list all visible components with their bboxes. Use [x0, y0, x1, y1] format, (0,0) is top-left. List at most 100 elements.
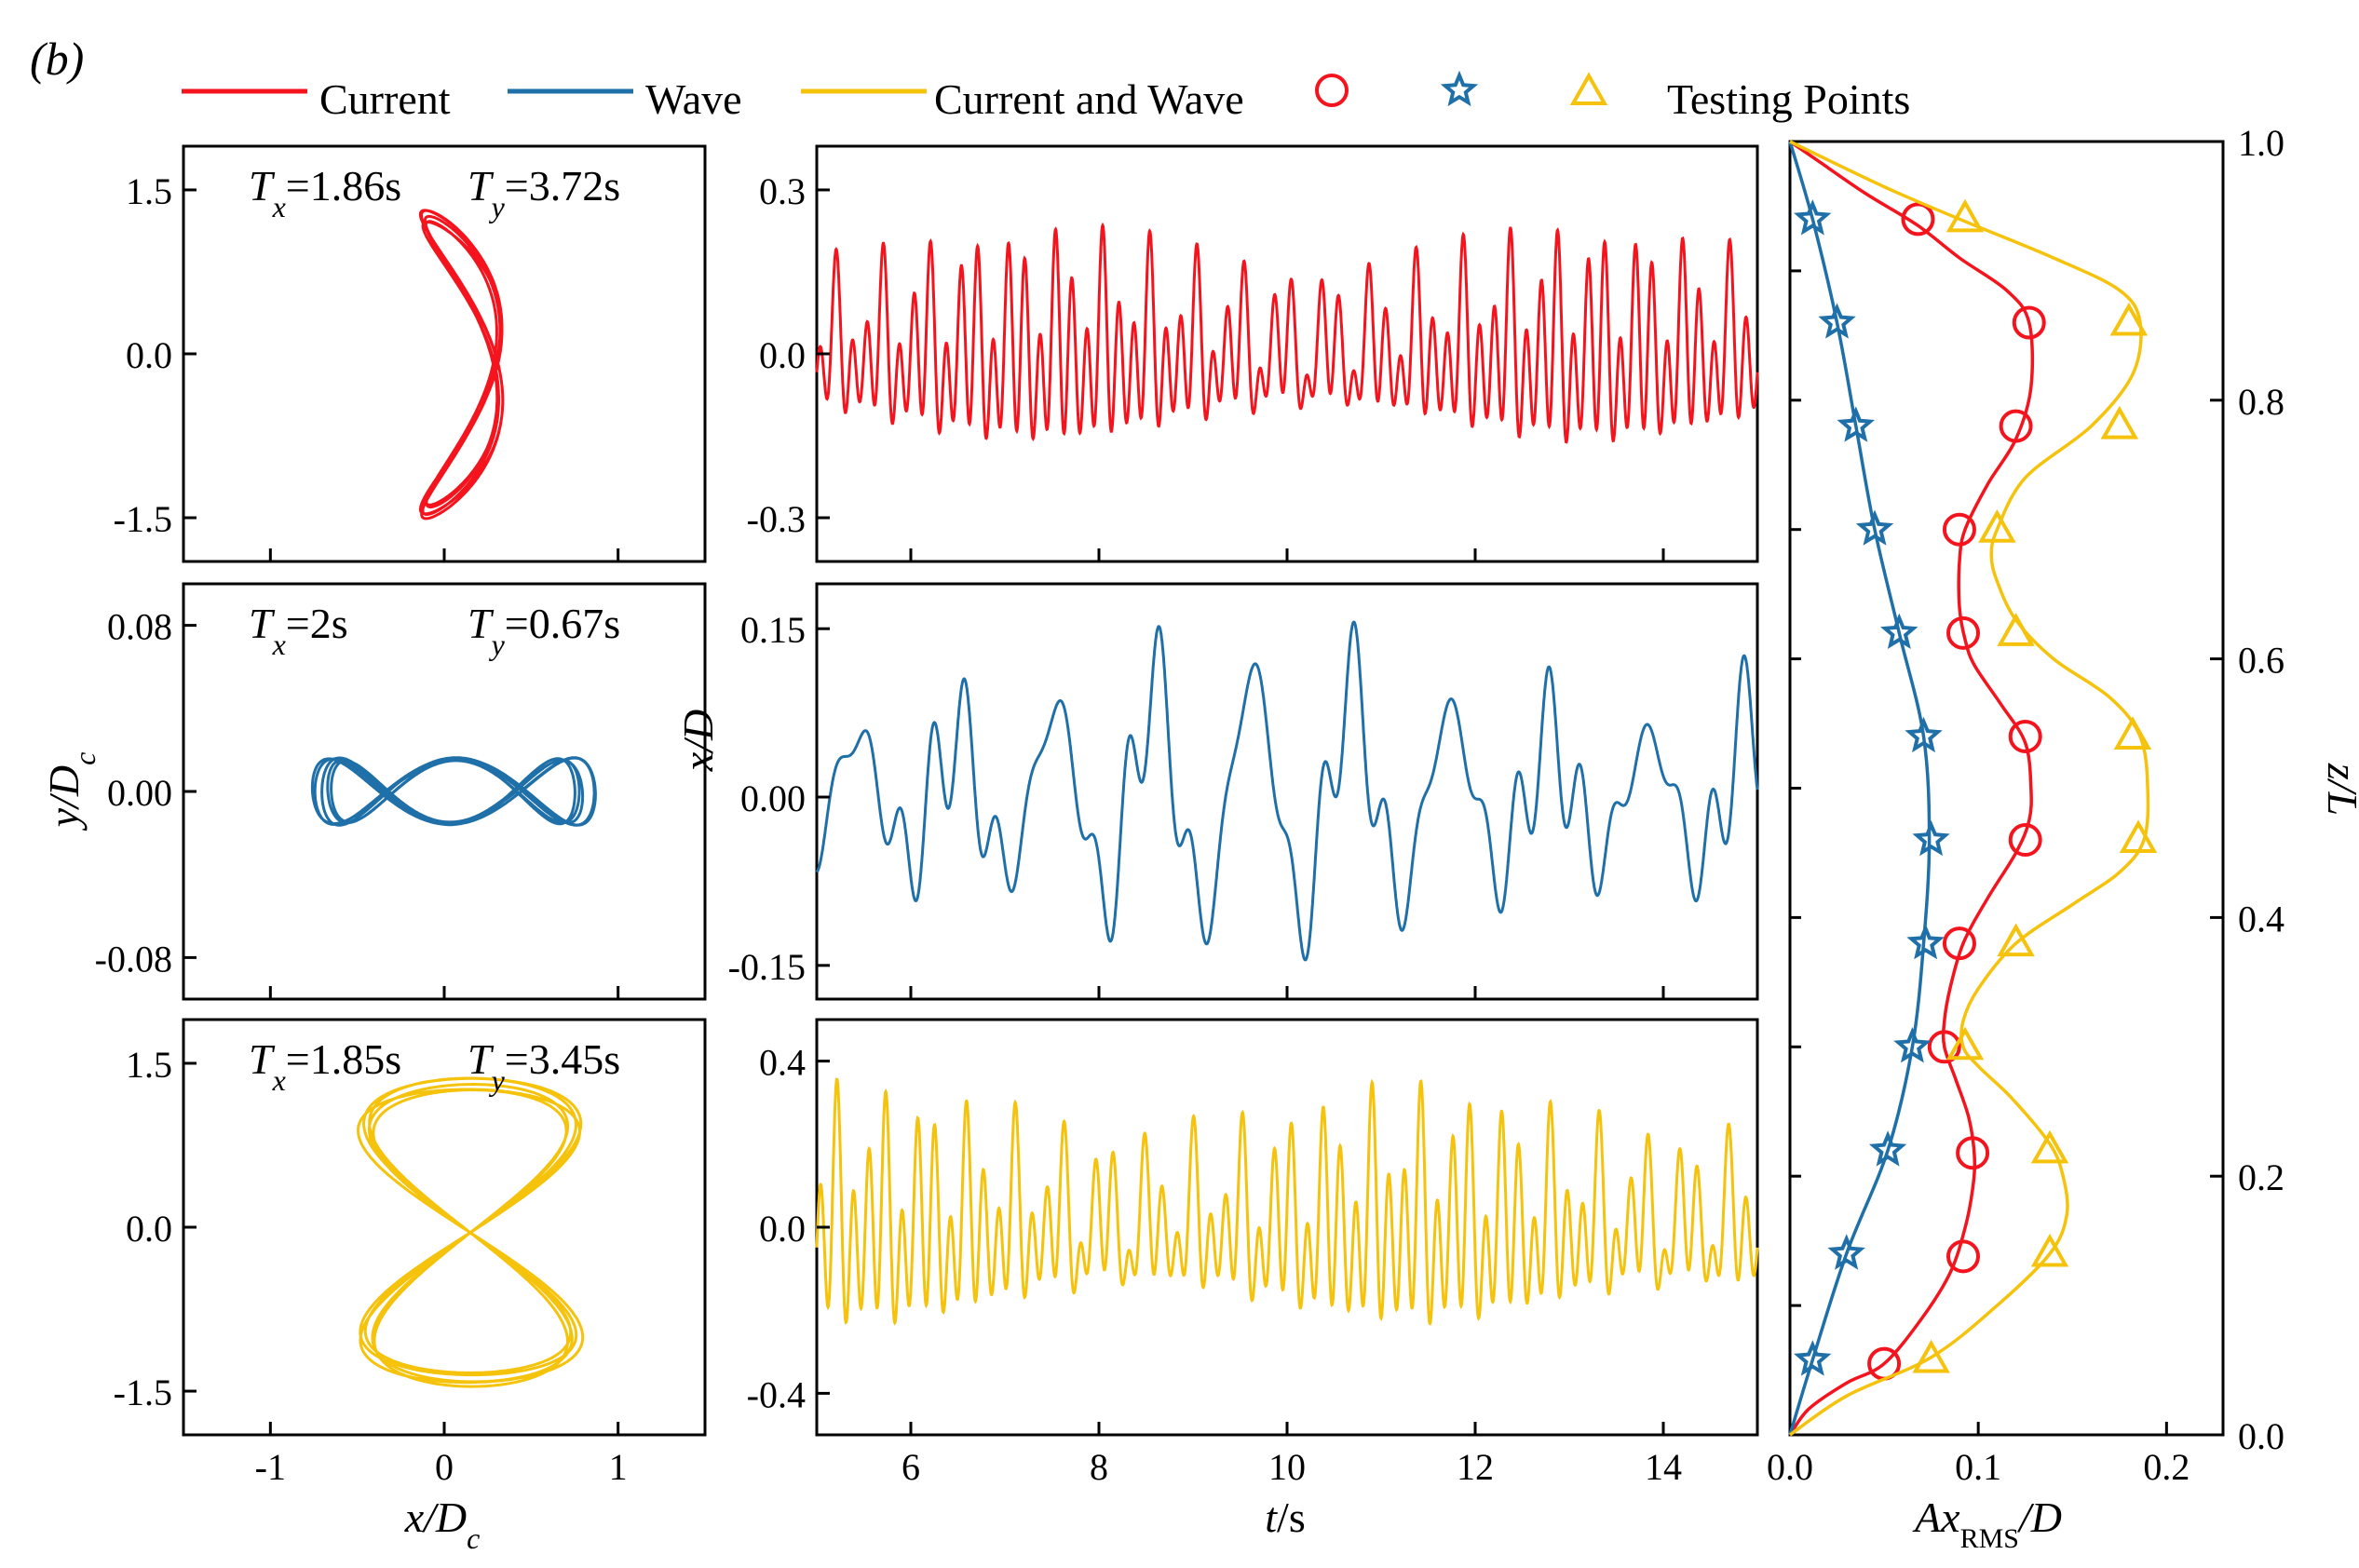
profile-xtick-label: 0.1 [1955, 1446, 2001, 1488]
profile-point-triangle [2113, 716, 2152, 750]
profile-frame [1788, 140, 2225, 1437]
profile-ytick-label: 0.0 [2238, 1415, 2284, 1457]
profile-xtick-label: 0.0 [1767, 1446, 1813, 1488]
time-xtick-label: 10 [1268, 1446, 1306, 1488]
profile-point-circle [2008, 719, 2042, 753]
profile-point-star [1827, 1234, 1865, 1270]
profile-xlabel: AxRMS/D [1912, 1494, 2062, 1554]
time-xtick-label: 6 [902, 1446, 920, 1488]
legend-label-wave: Wave [645, 75, 742, 123]
orbit-period-y: Ty=3.45s [468, 1035, 620, 1097]
rms-profile-panel: 0.0 0.2 0.4 0.6 0.8 1.0 0.0 0.1 0.2 [1767, 122, 2284, 1488]
orbit-period-y: Ty=3.72s [468, 162, 620, 223]
time-series-line [815, 222, 1759, 444]
profile-point-star [1893, 1027, 1932, 1063]
legend-label-testing-points: Testing Points [1667, 75, 1910, 123]
profile-ylabel: z/L [2319, 763, 2359, 816]
profile-series-1 [1788, 141, 1950, 1436]
legend-marker-triangle [1569, 72, 1608, 105]
time-series-line [815, 1077, 1759, 1326]
time-history-panels: 0.3 0.0 -0.3 0.15 0.00 -0.15 0.4 0.0 -0.4 6 8 10 12 1… [728, 144, 1759, 1488]
time-xlabel: t/s [1265, 1494, 1305, 1541]
time-ytick-label: 0.0 [759, 334, 806, 376]
time-xtick-label: 8 [1090, 1446, 1108, 1488]
profile-point-star [1905, 716, 1943, 753]
orbit-period-x: Tx=1.85s [249, 1035, 401, 1097]
orbit-ytick-label: -0.08 [95, 938, 172, 980]
time-xtick-label: 12 [1457, 1446, 1494, 1488]
profile-point-triangle [2030, 1233, 2069, 1267]
profile-ytick-label: 0.2 [2238, 1156, 2284, 1198]
orbit-xtick-label: -1 [255, 1446, 286, 1488]
profile-point-star [1837, 406, 1875, 442]
profile-ytick-label: 0.8 [2238, 381, 2284, 423]
orbit-period-x: Tx=1.86s [249, 162, 401, 223]
profile-ytick-label: 1.0 [2238, 122, 2284, 164]
profile-point-star [1912, 819, 1950, 857]
orbit-ytick-label: -1.5 [114, 1372, 172, 1413]
orbit-panel-current: 1.5 0.0 -1.5 Tx=1.86s Ty=3.72s [114, 144, 707, 563]
orbit-trajectory [310, 756, 597, 827]
orbit-ytick-label: 0.0 [126, 1208, 172, 1250]
orbit-ytick-label: 1.5 [126, 170, 172, 212]
orbit-trajectory [356, 1076, 585, 1388]
time-series-line [815, 620, 1759, 962]
profile-point-star [1794, 1340, 1832, 1376]
legend-label-current: Current [319, 75, 451, 123]
profile-ytick-label: 0.6 [2238, 640, 2284, 682]
profile-line [1788, 141, 1932, 1436]
time-ytick-label: 0.15 [740, 609, 806, 651]
profile-point-circle [1946, 615, 1980, 650]
orbit-trajectory [418, 209, 505, 520]
orbit-period-x: Tx=2s [249, 600, 348, 661]
profile-point-circle [1946, 1239, 1980, 1274]
profile-xtick-label: 0.2 [2143, 1446, 2190, 1488]
profile-line [1788, 140, 2035, 1437]
time-ylabel: x/D [674, 710, 722, 772]
profile-point-circle [1901, 202, 1935, 237]
legend-markers [1315, 70, 1608, 107]
orbit-panel-wave: 0.08 0.00 -0.08 Tx=2s Ty=0.67s [95, 582, 707, 1001]
profile-point-triangle [1945, 1026, 1985, 1061]
profile-point-triangle [1945, 198, 1985, 233]
orbit-ytick-label: 0.0 [126, 334, 172, 376]
time-ytick-label: -0.3 [747, 498, 806, 540]
panel-label: (b) [30, 33, 84, 85]
profile-ytick-label: 0.4 [2238, 898, 2284, 939]
profile-point-triangle [1978, 509, 2016, 543]
legend-marker-circle [1315, 74, 1349, 107]
profile-series-2 [1789, 140, 2158, 1437]
orbit-period-y: Ty=0.67s [468, 600, 620, 661]
time-panel-wave: 0.15 0.00 -0.15 [728, 582, 1759, 1001]
profile-point-star [1818, 303, 1856, 339]
profile-point-triangle [2119, 819, 2158, 854]
legend-marker-star [1440, 70, 1479, 107]
orbit-xtick-label: 1 [609, 1446, 628, 1488]
profile-point-circle [1942, 926, 1976, 961]
time-panel-current: 0.3 0.0 -0.3 [747, 144, 1759, 563]
profile-point-star [1880, 613, 1918, 650]
time-ytick-label: 0.3 [759, 170, 806, 212]
time-ytick-label: 0.4 [759, 1042, 806, 1084]
orbit-xlabel: x/Dc [404, 1494, 481, 1555]
profile-point-star [1794, 199, 1832, 236]
profile-point-triangle [2109, 302, 2149, 336]
profile-point-star [1855, 509, 1894, 546]
profile-point-triangle [2030, 1129, 2069, 1164]
orbit-ytick-label: 0.00 [107, 772, 172, 814]
orbit-panels: 1.5 0.0 -1.5 Tx=1.86s Ty=3.72s 0.08 0.00 -0.08 T… [95, 144, 707, 1488]
orbit-ylabel: y/Dc [40, 752, 102, 831]
orbit-ytick-label: 0.08 [107, 606, 172, 648]
profile-point-circle [1956, 1136, 1990, 1170]
legend-label-current-wave: Current and Wave [934, 75, 1244, 123]
profile-point-circle [1942, 512, 1976, 547]
profile-point-star [1906, 923, 1945, 960]
time-ytick-label: 0.0 [759, 1208, 806, 1250]
profile-point-triangle [2100, 405, 2139, 439]
time-ytick-label: -0.15 [728, 946, 806, 988]
time-ytick-label: 0.00 [740, 777, 806, 819]
orbit-panel-current_wave: 1.5 0.0 -1.5 -1 0 1 Tx=1.85s Ty=3.45s [114, 1018, 707, 1488]
orbit-ytick-label: -1.5 [114, 498, 172, 540]
profile-point-circle [2008, 823, 2042, 858]
